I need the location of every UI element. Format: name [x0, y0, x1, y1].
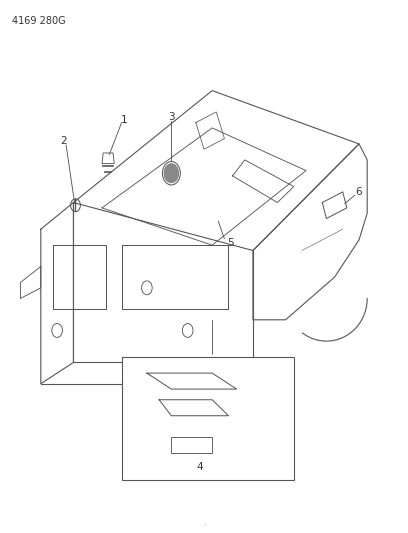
Polygon shape — [102, 153, 114, 164]
Text: 5: 5 — [227, 238, 234, 247]
Text: 4169 280G: 4169 280G — [12, 16, 66, 26]
FancyBboxPatch shape — [122, 357, 294, 480]
Text: 2: 2 — [60, 136, 67, 146]
Text: 1: 1 — [121, 115, 128, 125]
Text: 4: 4 — [197, 463, 203, 472]
Text: 3: 3 — [168, 112, 175, 122]
Circle shape — [164, 164, 179, 183]
Text: 6: 6 — [356, 187, 362, 197]
Polygon shape — [171, 437, 212, 453]
Text: .: . — [203, 518, 205, 527]
